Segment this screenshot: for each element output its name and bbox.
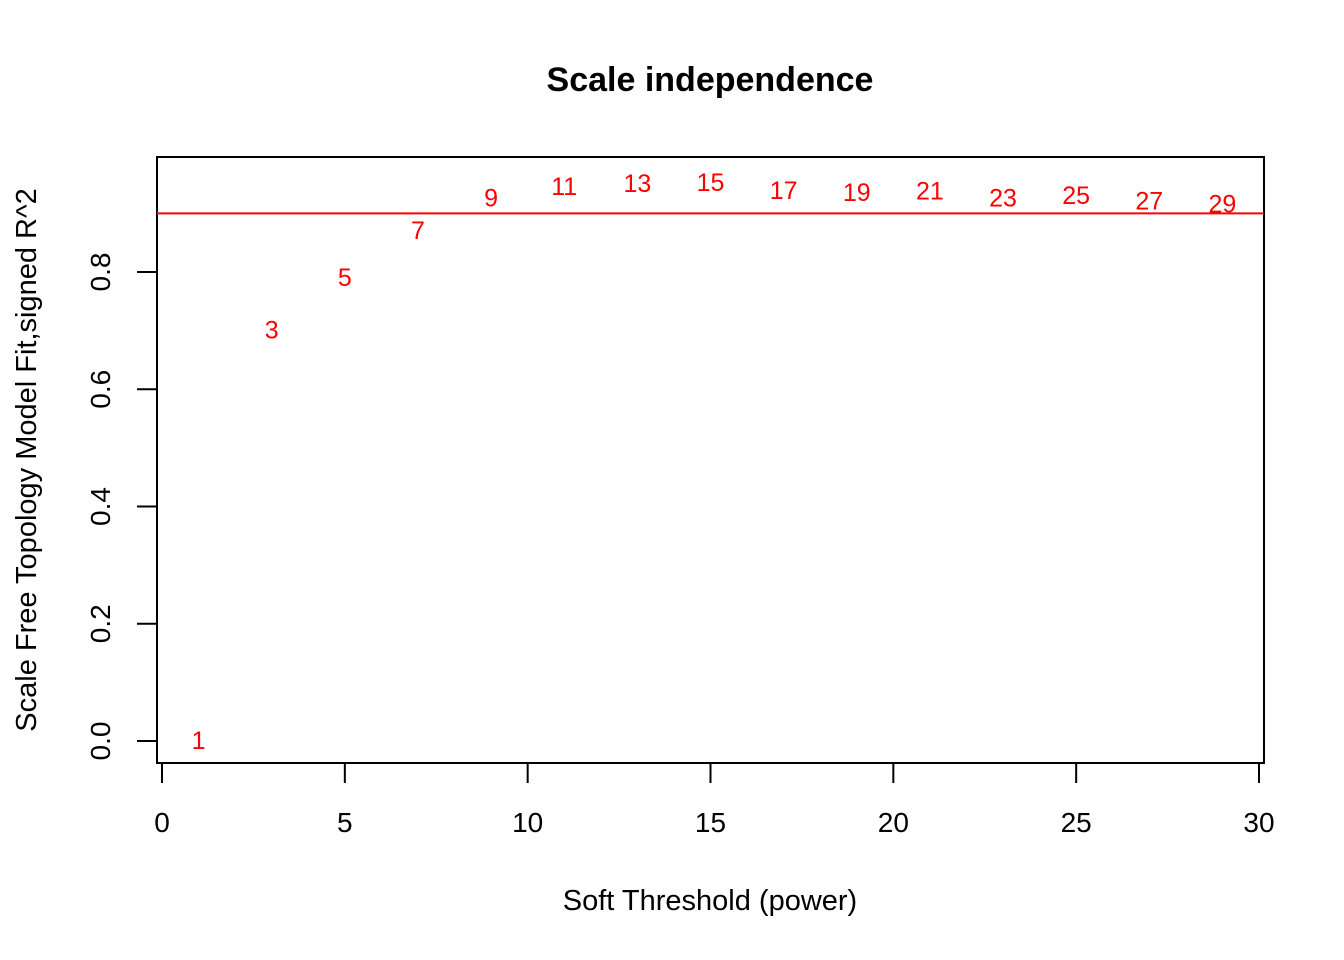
point-label-13: 13: [623, 170, 651, 198]
point-label-15: 15: [697, 169, 725, 197]
y-tick-label: 0.8: [85, 253, 116, 292]
y-tick-label: 0.4: [85, 487, 116, 526]
point-label-25: 25: [1062, 182, 1090, 210]
point-label-5: 5: [338, 264, 352, 292]
x-tick-label: 30: [1243, 807, 1274, 838]
x-tick-label: 5: [337, 807, 353, 838]
y-axis: 0.0 0.2 0.4 0.6 0.8: [85, 253, 158, 761]
x-axis-label: Soft Threshold (power): [563, 885, 857, 917]
y-tick-label: 0.2: [85, 604, 116, 643]
x-tick-label: 10: [512, 807, 543, 838]
y-tick-label: 0.6: [85, 370, 116, 409]
x-axis: 0 5 10 15 20 25 30: [154, 762, 1275, 838]
point-label-27: 27: [1135, 188, 1163, 216]
point-label-3: 3: [265, 317, 279, 345]
x-tick-label: 20: [878, 807, 909, 838]
y-axis-label: Scale Free Topology Model Fit,signed R^2: [11, 188, 43, 731]
chart-title: Scale independence: [547, 61, 874, 99]
point-label-29: 29: [1209, 191, 1237, 219]
point-label-7: 7: [411, 217, 425, 245]
x-tick-label: 25: [1061, 807, 1092, 838]
plot-frame: [156, 156, 1265, 764]
y-tick-label: 0.0: [85, 722, 116, 761]
point-label-23: 23: [989, 185, 1017, 213]
point-label-21: 21: [916, 178, 944, 206]
point-label-9: 9: [484, 185, 498, 213]
x-tick-label: 15: [695, 807, 726, 838]
x-tick-label: 0: [154, 807, 170, 838]
point-label-1: 1: [192, 727, 206, 755]
point-label-19: 19: [843, 179, 871, 207]
point-label-11: 11: [551, 173, 577, 201]
point-label-17: 17: [770, 177, 798, 205]
